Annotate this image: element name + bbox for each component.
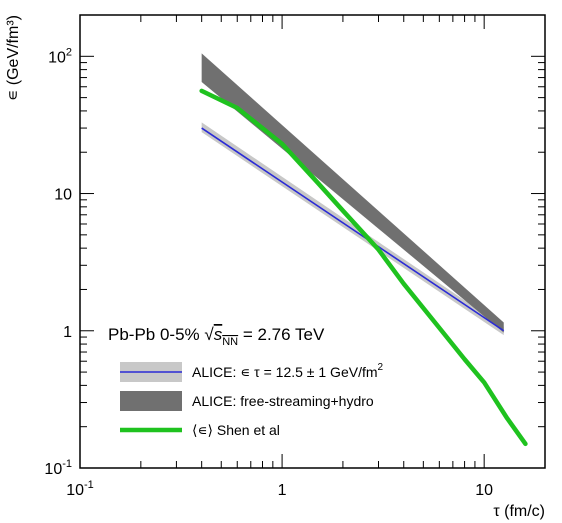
lines-layer <box>199 88 528 447</box>
y-axis-ticks <box>80 14 545 469</box>
plot-frame <box>79 14 546 469</box>
x-tick-label: 1 <box>278 482 287 499</box>
x-axis-label: τ (fm/c) <box>493 503 545 520</box>
y-tick-label: 1 <box>63 324 72 341</box>
free-streaming-hydro-band <box>201 53 504 333</box>
legend-label: ⟨∊⟩ Shen et al <box>192 422 280 438</box>
y-tick-label: 102 <box>48 46 72 66</box>
legend-label: ALICE: ∊ τ = 12.5 ± 1 GeV/fm2 <box>192 362 384 380</box>
y-tick-label: 10 <box>54 187 72 204</box>
legend-entry: ALICE: ∊ τ = 12.5 ± 1 GeV/fm2 <box>120 362 384 382</box>
collision-system-annotation: Pb-Pb 0-5% √sNN = 2.76 TeV <box>108 325 325 348</box>
x-tick-label: 10-1 <box>66 479 94 499</box>
x-tick-labels: 10-1 1 10 <box>66 479 493 499</box>
alice-eps-tau-line <box>201 127 505 332</box>
bands-layer <box>201 53 504 336</box>
legend-label: ALICE: free-streaming+hydro <box>192 393 374 409</box>
legend: ALICE: ∊ τ = 12.5 ± 1 GeV/fm2 ALICE: free… <box>120 362 384 438</box>
legend-swatch-band <box>120 391 182 411</box>
y-tick-label: 10-1 <box>44 458 72 478</box>
y-tick-labels: 10-1 1 10 102 <box>44 46 72 478</box>
x-tick-label: 10 <box>475 482 493 499</box>
x-axis-ticks <box>79 15 546 468</box>
shen-et-al-line <box>199 88 528 447</box>
legend-entry: ALICE: free-streaming+hydro <box>120 391 374 411</box>
legend-entry: ⟨∊⟩ Shen et al <box>120 422 280 438</box>
y-axis-label: ∊ (GeV/fm³) <box>5 15 22 101</box>
